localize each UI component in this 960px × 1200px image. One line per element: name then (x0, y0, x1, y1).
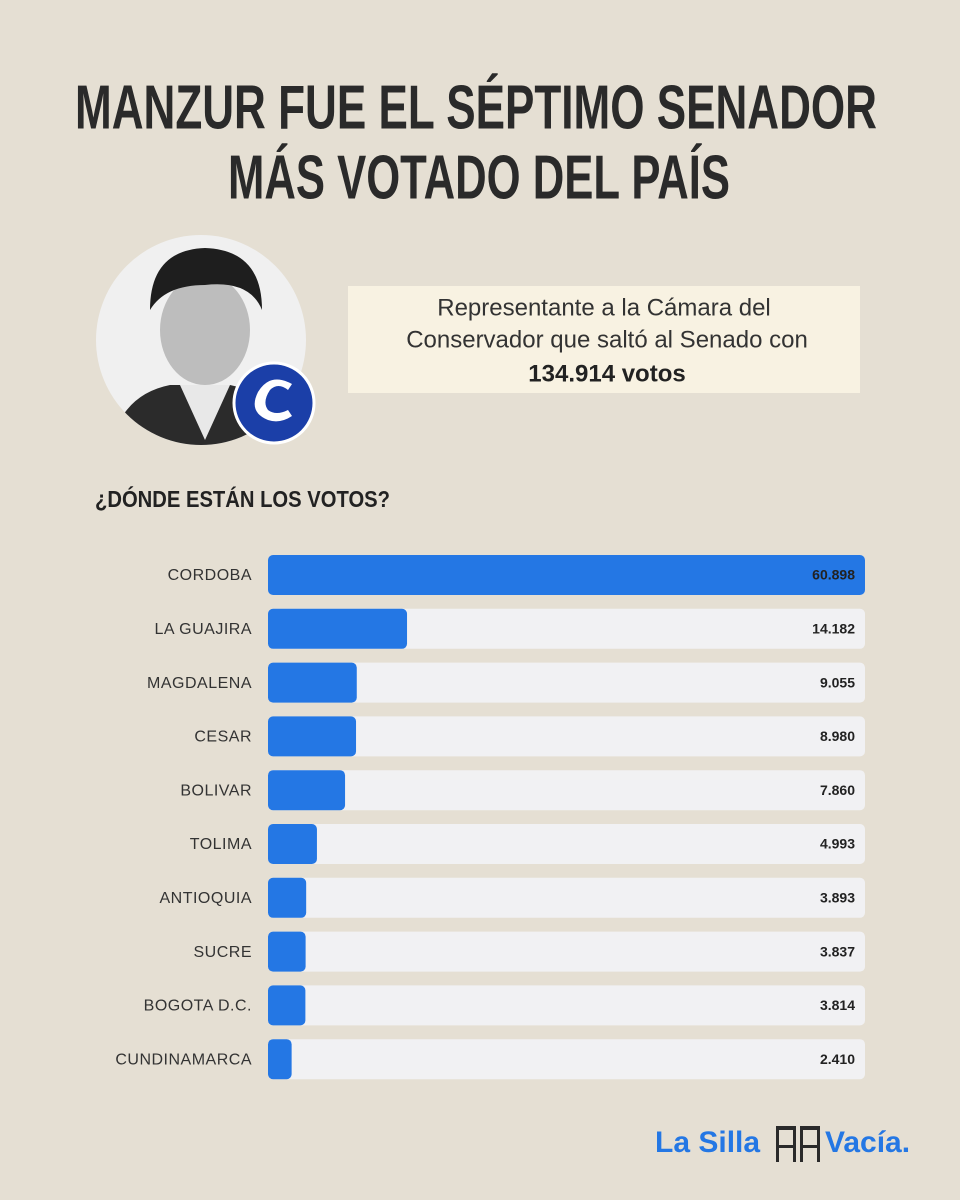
value-label: 3.837 (820, 943, 855, 959)
brand-text: Vacía. (825, 1126, 910, 1159)
value-label: 9.055 (820, 674, 855, 690)
bar (268, 1039, 292, 1080)
bar (268, 931, 306, 972)
value-label: 14.182 (812, 621, 855, 637)
title-line: MÁS VOTADO DEL PAÍS (228, 143, 730, 212)
chair-icon (776, 1126, 820, 1162)
value-label: 2.410 (820, 1051, 855, 1067)
category-label: BOGOTA D.C. (144, 998, 252, 1015)
title-line: MANZUR FUE EL SÉPTIMO SENADOR (75, 73, 877, 142)
bar (268, 555, 865, 595)
bar-track (268, 824, 865, 864)
category-label: TOLIMA (190, 836, 252, 853)
category-label: CUNDINAMARCA (115, 1051, 252, 1068)
portrait (96, 235, 316, 445)
bar-track (268, 985, 865, 1026)
category-label: SUCRE (193, 944, 252, 961)
bar (268, 770, 346, 811)
bar-track (268, 1039, 865, 1080)
bar (268, 662, 357, 703)
bar (268, 608, 408, 649)
category-label: LA GUAJIRA (155, 621, 252, 638)
value-label: 3.814 (820, 997, 855, 1013)
category-label: CESAR (194, 729, 252, 746)
bar (268, 985, 306, 1026)
brand-text: La Silla (655, 1126, 760, 1159)
bar-chart: CORDOBA 60.898 LA GUAJIRA 14.182 MAGDALENA 9.… (115, 555, 865, 1080)
bar-track (268, 877, 865, 918)
value-label: 3.893 (820, 890, 855, 906)
category-label: BOLIVAR (180, 782, 252, 799)
bar (268, 877, 307, 918)
chart-title: ¿DÓNDE ESTÁN LOS VOTOS? (95, 485, 390, 512)
bar (268, 716, 357, 757)
bar-track (268, 931, 865, 972)
value-label: 4.993 (820, 836, 855, 852)
bar-track (268, 716, 865, 757)
category-label: ANTIOQUIA (159, 890, 252, 907)
value-label: 60.898 (812, 567, 855, 583)
category-label: MAGDALENA (147, 675, 252, 692)
bar-track (268, 770, 865, 811)
bar-track (268, 608, 865, 649)
category-label: CORDOBA (168, 567, 252, 584)
value-label: 8.980 (820, 728, 855, 744)
description-line: Conservador que saltó al Senado con (406, 326, 808, 353)
bar (268, 824, 317, 864)
description-line: Representante a la Cámara del (437, 294, 771, 321)
description-highlight: 134.914 votos (528, 360, 685, 387)
value-label: 7.860 (820, 782, 855, 798)
description-box (348, 286, 860, 393)
brand-logo: La Silla Vacía. (655, 1126, 910, 1162)
bar-track (268, 662, 865, 703)
